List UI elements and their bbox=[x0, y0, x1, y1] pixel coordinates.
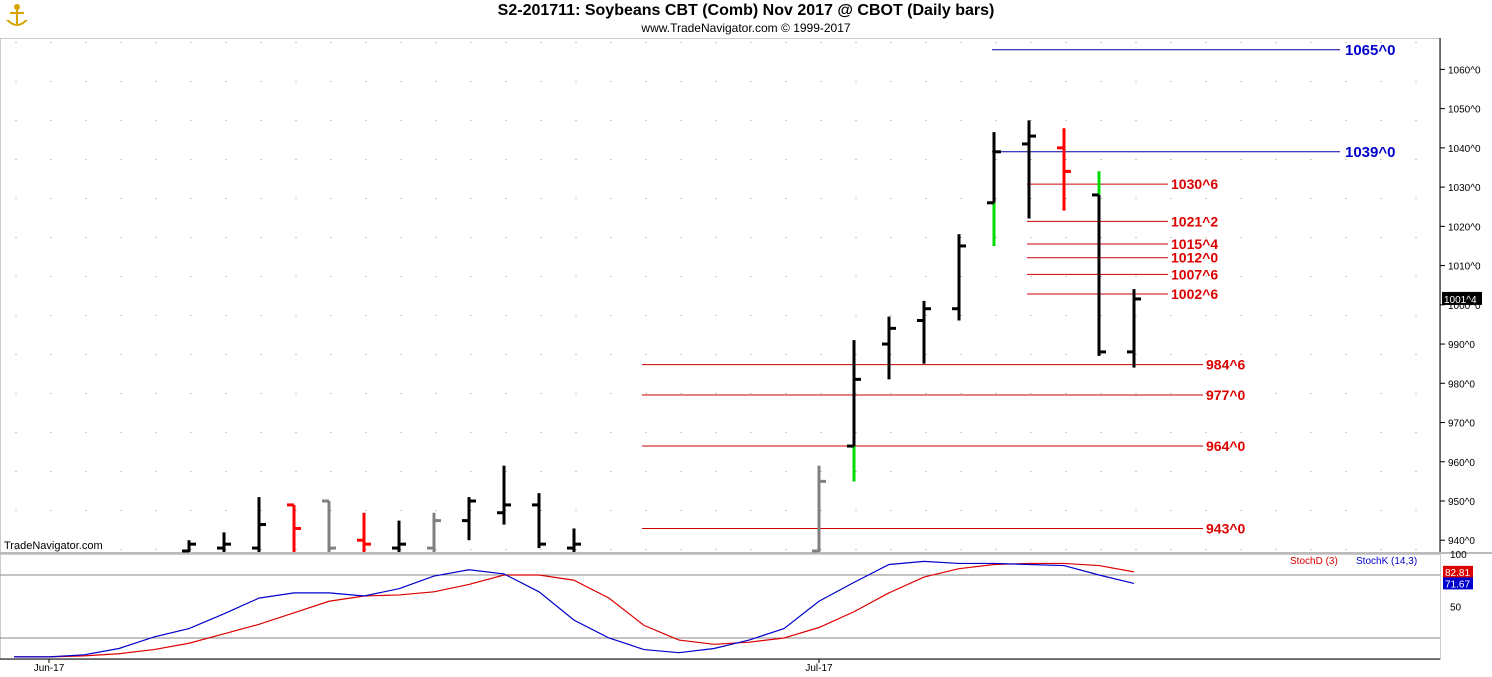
chart-header: S2-201711: Soybeans CBT (Comb) Nov 2017 … bbox=[0, 0, 1492, 38]
last-price-label: 1001^4 bbox=[1444, 295, 1477, 306]
y-tick-label: 1000^0 bbox=[1448, 301, 1481, 312]
price-level-label: 1012^0 bbox=[1171, 250, 1218, 266]
stoch-k-last-label: 71.67 bbox=[1445, 579, 1470, 590]
y-tick-label: 970^0 bbox=[1448, 419, 1475, 430]
stoch-k-last-tag bbox=[1443, 577, 1473, 590]
last-price-tag bbox=[1442, 291, 1482, 305]
y-tick-label: 1050^0 bbox=[1448, 105, 1481, 116]
stoch-y-tick-label: 50 bbox=[1450, 603, 1462, 614]
stoch-d-last-tag bbox=[1443, 565, 1473, 578]
stoch-d-last-label: 82.81 bbox=[1445, 568, 1470, 579]
price-level-label: 1002^6 bbox=[1171, 286, 1218, 302]
price-level-label: 977^0 bbox=[1206, 387, 1246, 403]
price-plot-frame bbox=[0, 38, 1441, 553]
y-tick-label: 1020^0 bbox=[1448, 222, 1481, 233]
stoch-legend-d: StochD (3) bbox=[1290, 556, 1338, 567]
anchor-logo-icon bbox=[6, 4, 28, 26]
price-level-label: 943^0 bbox=[1206, 520, 1246, 536]
stoch-legend-k: StochK (14,3) bbox=[1356, 556, 1417, 567]
price-level-label: 984^6 bbox=[1206, 357, 1246, 373]
watermark-text: TradeNavigator.com bbox=[4, 540, 103, 552]
stoch-line-d bbox=[14, 562, 1135, 658]
y-tick-label: 940^0 bbox=[1448, 536, 1475, 547]
chart-title: S2-201711: Soybeans CBT (Comb) Nov 2017 … bbox=[497, 2, 995, 19]
price-level-label: 1021^2 bbox=[1171, 213, 1218, 229]
x-tick-label: Jul-17 bbox=[805, 663, 833, 674]
price-level-label: 1015^4 bbox=[1171, 236, 1218, 252]
y-tick-label: 960^0 bbox=[1448, 458, 1475, 469]
price-level-label: 964^0 bbox=[1206, 438, 1246, 454]
y-tick-label: 1060^0 bbox=[1448, 65, 1481, 76]
chart-subtitle: www.TradeNavigator.com © 1999-2017 bbox=[641, 21, 851, 35]
y-tick-label: 980^0 bbox=[1448, 379, 1475, 390]
x-tick-label: Jun-17 bbox=[34, 663, 65, 674]
y-tick-label: 1030^0 bbox=[1448, 183, 1481, 194]
price-level-label: 1065^0 bbox=[1345, 42, 1395, 59]
stoch-y-tick-label: 100 bbox=[1450, 550, 1467, 561]
price-level-label: 1039^0 bbox=[1345, 144, 1395, 161]
price-level-label: 1007^6 bbox=[1171, 266, 1218, 282]
y-tick-label: 1040^0 bbox=[1448, 144, 1481, 155]
y-tick-label: 950^0 bbox=[1448, 497, 1475, 508]
y-tick-label: 990^0 bbox=[1448, 340, 1475, 351]
stoch-line-k bbox=[14, 560, 1135, 658]
price-pane: 940^0 950^0 960^0 970^0 980^0 990^0 1000^0 1010… bbox=[0, 38, 1492, 659]
y-tick-label: 1010^0 bbox=[1448, 262, 1481, 273]
price-level-label: 1030^6 bbox=[1171, 176, 1218, 192]
